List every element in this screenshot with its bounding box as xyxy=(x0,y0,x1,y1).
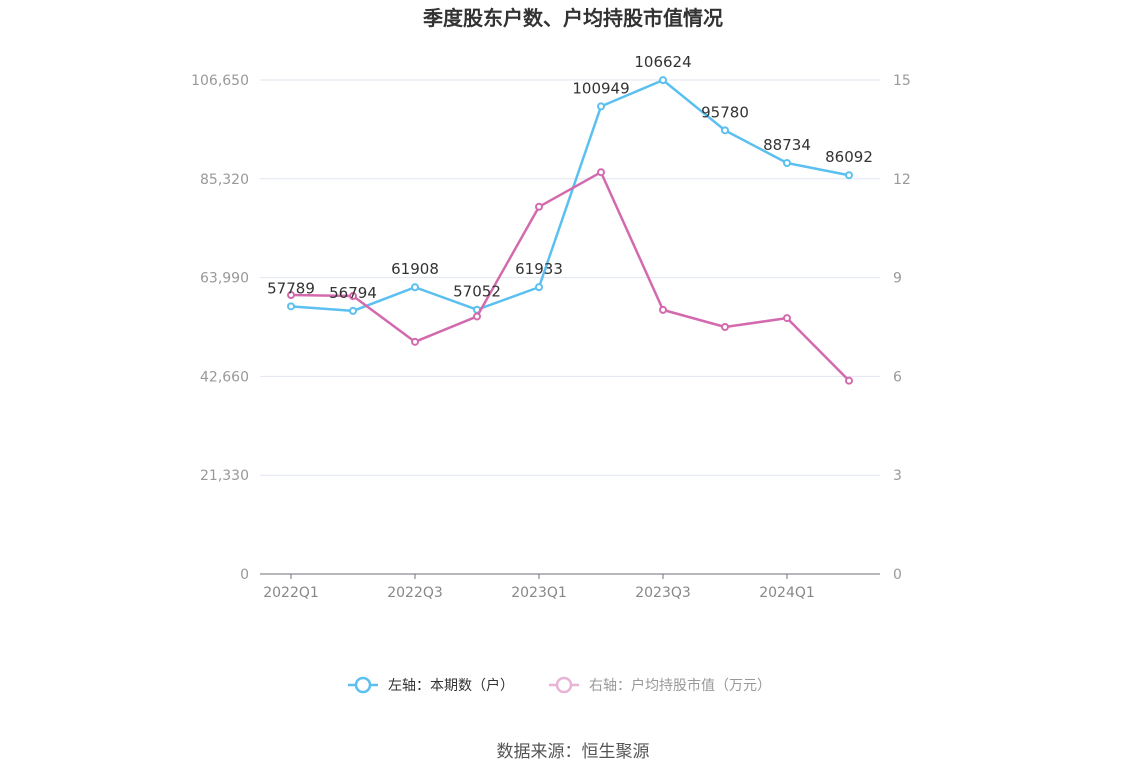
left-axis-tick-label: 63,990 xyxy=(200,271,249,287)
x-axis-tick-label: 2024Q1 xyxy=(759,585,815,601)
data-label: 57052 xyxy=(453,283,501,301)
right-axis-tick-label: 3 xyxy=(893,468,902,484)
data-source: 数据来源：恒生聚源 xyxy=(497,742,650,762)
series-lines xyxy=(287,76,853,385)
data-label: 106624 xyxy=(634,53,691,71)
legend-label: 左轴：本期数（户） xyxy=(388,677,514,694)
data-point[interactable] xyxy=(287,291,295,300)
data-point[interactable] xyxy=(659,305,667,314)
left-axis-tick-label: 106,650 xyxy=(191,73,249,89)
left-axis-tick-label: 21,330 xyxy=(200,468,249,484)
data-point[interactable] xyxy=(349,292,357,301)
data-point[interactable] xyxy=(411,283,419,292)
data-point[interactable] xyxy=(535,283,543,292)
series-2 xyxy=(287,168,853,385)
right-axis-tick-label: 15 xyxy=(893,73,911,89)
data-point[interactable] xyxy=(287,302,295,311)
axes: 0 21,330 42,660 63,990 85,320 106,650 0 3 6 9 12 15… xyxy=(191,73,911,601)
right-axis-tick-label: 6 xyxy=(893,369,902,385)
series-line xyxy=(290,78,850,313)
series-line xyxy=(290,170,850,382)
data-point[interactable] xyxy=(721,323,729,331)
data-labels: 57789 56794 61908 57052 61933 100949 106624 957… xyxy=(267,53,873,302)
left-axis-tick-label: 0 xyxy=(240,567,249,583)
legend-label: 右轴：户均持股市值（万元） xyxy=(589,677,771,694)
left-axis-tick-label: 42,660 xyxy=(200,369,249,385)
left-axis-tick-label: 85,320 xyxy=(200,172,249,188)
right-axis-tick-label: 0 xyxy=(893,567,902,583)
right-axis-tick-label: 9 xyxy=(893,271,902,287)
legend[interactable]: 左轴：本期数（户） 右轴：户均持股市值（万元） xyxy=(348,676,771,694)
data-point[interactable] xyxy=(659,76,667,85)
data-point[interactable] xyxy=(597,168,605,177)
data-point[interactable] xyxy=(411,337,419,346)
data-label: 88734 xyxy=(763,136,811,154)
data-point[interactable] xyxy=(473,312,481,321)
grid-lines xyxy=(260,79,880,476)
legend-item-1[interactable]: 左轴：本期数（户） xyxy=(348,676,514,694)
data-point[interactable] xyxy=(845,376,853,385)
x-axis-tick-label: 2022Q1 xyxy=(263,585,319,601)
x-axis-tick-label: 2023Q1 xyxy=(511,585,567,601)
data-label: 61908 xyxy=(391,260,439,278)
legend-item-2[interactable]: 右轴：户均持股市值（万元） xyxy=(549,676,771,694)
data-label: 86092 xyxy=(825,148,873,166)
data-point[interactable] xyxy=(349,306,357,315)
data-label: 56794 xyxy=(329,284,377,302)
data-label: 57789 xyxy=(267,279,315,297)
data-point[interactable] xyxy=(535,202,543,211)
data-point[interactable] xyxy=(783,158,791,167)
x-axis-tick-label: 2023Q3 xyxy=(635,585,691,601)
chart-title: 季度股东户数、户均持股市值情况 xyxy=(422,6,723,30)
data-label: 61933 xyxy=(515,260,563,278)
legend-swatch-marker xyxy=(555,676,573,694)
data-point[interactable] xyxy=(845,171,853,180)
data-label: 100949 xyxy=(572,79,629,97)
data-label: 95780 xyxy=(701,103,749,121)
legend-swatch-marker xyxy=(354,676,372,694)
data-point[interactable] xyxy=(721,126,729,135)
x-axis-tick-label: 2022Q3 xyxy=(387,585,443,601)
series-1 xyxy=(287,76,853,315)
right-axis-tick-label: 12 xyxy=(893,172,911,188)
data-point[interactable] xyxy=(783,314,791,323)
data-point[interactable] xyxy=(597,102,605,111)
